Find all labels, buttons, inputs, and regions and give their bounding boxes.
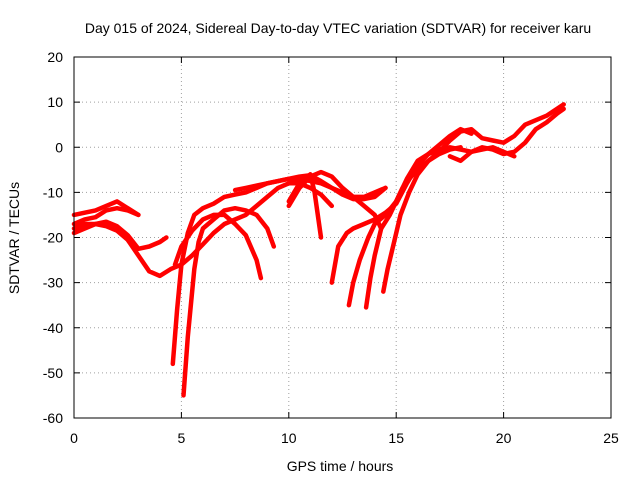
series-arc-5 [172,212,264,281]
x-tick-label: 0 [70,430,78,446]
series-arc-2 [71,205,141,227]
y-tick-label: -40 [43,320,63,336]
axis-ticks: 0 5 10 15 20 25 -60 -50 -40 -30 -20 -10 0 10 20 [43,49,619,446]
y-tick-label: 20 [47,49,63,65]
y-tick-label: 0 [55,139,63,155]
x-tick-label: 10 [281,430,297,446]
series-arc-12 [346,145,517,308]
series-arc-10 [286,172,324,240]
x-tick-label: 20 [496,430,512,446]
series-arc-9 [286,169,384,231]
series-arc-13 [363,145,463,310]
x-tick-label: 25 [603,430,619,446]
y-tick-label: -60 [43,410,63,426]
y-axis-title: SDTVAR / TECUs [6,182,22,294]
y-tick-label: -50 [43,365,63,381]
data-series [71,102,566,398]
series-arc-6 [170,176,388,367]
x-tick-label: 5 [178,430,186,446]
y-tick-label: -10 [43,184,63,200]
x-tick-label: 15 [388,430,404,446]
y-tick-label: -30 [43,275,63,291]
x-axis-title: GPS time / hours [287,458,394,474]
series-arc-15 [447,106,566,164]
series-arc-7 [181,205,277,398]
chart-title: Day 015 of 2024, Sidereal Day-to-day VTE… [85,20,591,36]
series-arc-4 [71,181,335,279]
y-tick-label: -20 [43,230,63,246]
y-tick-label: 10 [47,94,63,110]
series-arc-14 [381,102,566,294]
